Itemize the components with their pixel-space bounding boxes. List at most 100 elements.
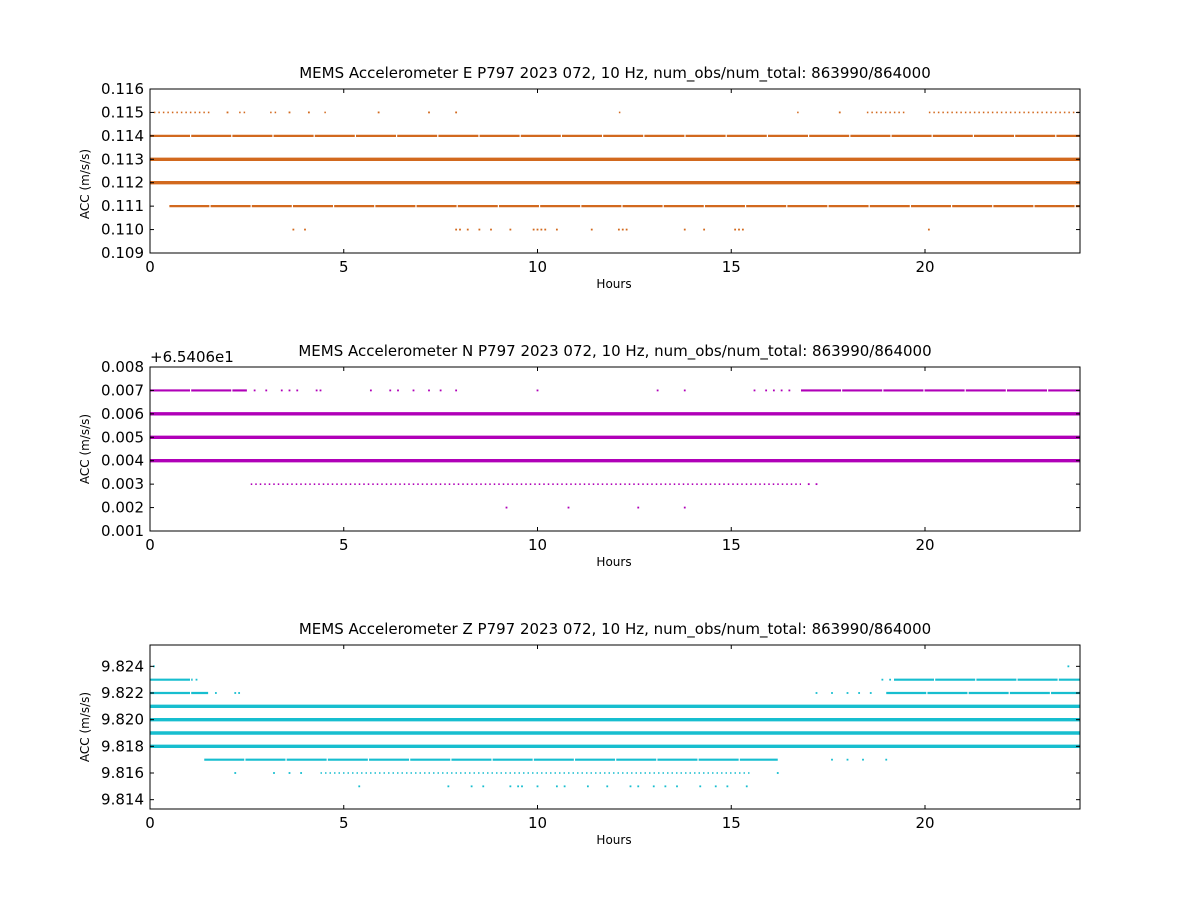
data-point	[292, 228, 295, 231]
data-point	[676, 785, 678, 788]
data-point	[517, 785, 520, 788]
y-axis-label: ACC (m/s/s)	[78, 414, 92, 484]
data-point	[540, 228, 543, 231]
data-point	[741, 228, 744, 231]
data-point	[889, 678, 892, 681]
y-tick-label: 0.115	[101, 103, 144, 121]
data-point	[455, 389, 458, 392]
data-point	[482, 785, 485, 788]
data-point	[288, 111, 291, 114]
data-point	[714, 785, 717, 788]
data-point	[273, 772, 275, 774]
data-point	[455, 228, 458, 231]
x-tick-label: 20	[915, 258, 934, 276]
data-point	[683, 389, 686, 392]
data-point	[838, 111, 841, 114]
data-point	[563, 785, 566, 788]
data-point	[586, 785, 589, 788]
data-point	[238, 692, 241, 694]
data-point	[459, 228, 461, 231]
data-point	[300, 772, 303, 774]
data-point	[637, 785, 640, 788]
data-point	[881, 678, 884, 681]
x-tick-label: 10	[528, 814, 547, 832]
x-tick-label: 0	[145, 536, 155, 554]
y-tick-label: 0.003	[101, 475, 144, 493]
y-tick-label: 0.006	[101, 405, 144, 423]
y-tick-label: 0.116	[101, 80, 144, 98]
plot-area: 0 5 10 15 20 0.001 0.002 0.003 0.004 0.005 0.006 0.…	[101, 358, 1081, 554]
y-tick-label: 0.113	[101, 150, 144, 168]
y-tick-label: 0.007	[101, 381, 144, 399]
x-axis-label: Hours	[596, 277, 631, 291]
data-point	[447, 785, 450, 788]
data-point	[389, 389, 392, 392]
data-point	[738, 228, 740, 231]
y-tick-label: 0.114	[101, 127, 144, 145]
data-point	[412, 389, 415, 392]
data-point	[195, 678, 198, 681]
x-tick-label: 5	[339, 258, 349, 276]
data-point	[772, 389, 775, 392]
x-tick-label: 0	[145, 258, 155, 276]
data-point	[606, 785, 609, 788]
data-point	[590, 228, 593, 231]
offset-label: +6.5406e1	[150, 348, 234, 366]
y-axis-label: ACC (m/s/s)	[78, 149, 92, 219]
data-point	[780, 389, 783, 392]
data-point	[617, 228, 620, 231]
data-point	[703, 228, 706, 231]
data-point	[478, 228, 481, 231]
data-point	[846, 758, 849, 761]
y-tick-label: 0.008	[101, 358, 144, 376]
data-point	[296, 389, 299, 392]
data-point	[288, 389, 291, 392]
axes-frame	[149, 88, 1081, 254]
data-point	[428, 111, 430, 114]
x-tick-label: 10	[528, 536, 547, 554]
x-tick-label: 15	[722, 814, 741, 832]
data-point	[776, 772, 779, 774]
data-point	[555, 228, 558, 231]
subplot-east: MEMS Accelerometer E P797 2023 072, 10 H…	[78, 64, 1081, 291]
data-point	[765, 389, 768, 392]
data-point	[536, 228, 539, 231]
data-point	[536, 785, 539, 788]
data-point	[1067, 665, 1070, 668]
data-point	[637, 506, 640, 509]
data-point	[862, 758, 864, 761]
x-tick-label: 20	[915, 536, 934, 554]
data-point	[470, 785, 473, 788]
data-point	[226, 111, 229, 114]
x-tick-label: 15	[722, 258, 741, 276]
data-point	[428, 389, 430, 392]
chart-title: MEMS Accelerometer N P797 2023 072, 10 H…	[298, 342, 931, 361]
data-point	[652, 785, 655, 788]
y-tick-label: 9.814	[101, 791, 144, 809]
data-point	[509, 785, 512, 788]
data-point	[807, 483, 810, 486]
data-point	[234, 692, 237, 694]
chart-title: MEMS Accelerometer Z P797 2023 072, 10 H…	[299, 620, 931, 639]
x-tick-label: 10	[528, 258, 547, 276]
data-point	[664, 785, 667, 788]
y-tick-label: 9.818	[101, 737, 144, 755]
data-point	[369, 389, 372, 392]
data-point	[621, 228, 624, 231]
data-point	[699, 785, 702, 788]
data-point	[397, 389, 399, 392]
y-axis-label: ACC (m/s/s)	[78, 692, 92, 762]
plot-area: 0 5 10 15 20 0.109 0.110 0.111 0.112 0.113 0.114 0.…	[101, 80, 1081, 276]
data-point	[505, 506, 508, 509]
y-tick-label: 9.820	[101, 711, 144, 729]
data-point	[815, 483, 818, 486]
data-point	[726, 785, 729, 788]
data-point	[439, 389, 442, 392]
data-point	[544, 228, 547, 231]
data-point	[234, 772, 237, 774]
data-point	[532, 228, 535, 231]
data-point	[307, 111, 310, 114]
subplot-north: MEMS Accelerometer N P797 2023 072, 10 H…	[78, 342, 1081, 569]
x-tick-label: 5	[339, 536, 349, 554]
